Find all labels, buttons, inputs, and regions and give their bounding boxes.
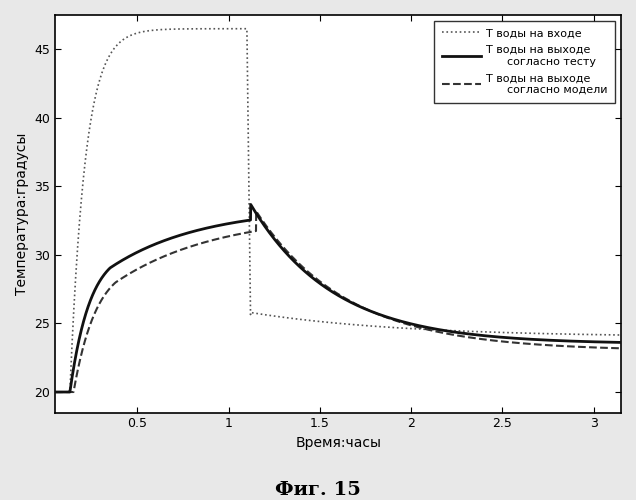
Legend: T воды на входе, T воды на выходе
      согласно тесту, T воды на выходе
      с: T воды на входе, T воды на выходе соглас…	[434, 20, 616, 102]
Text: Фиг. 15: Фиг. 15	[275, 481, 361, 499]
X-axis label: Время:часы: Время:часы	[295, 436, 381, 450]
Y-axis label: Температура:градусы: Температура:градусы	[15, 132, 29, 295]
